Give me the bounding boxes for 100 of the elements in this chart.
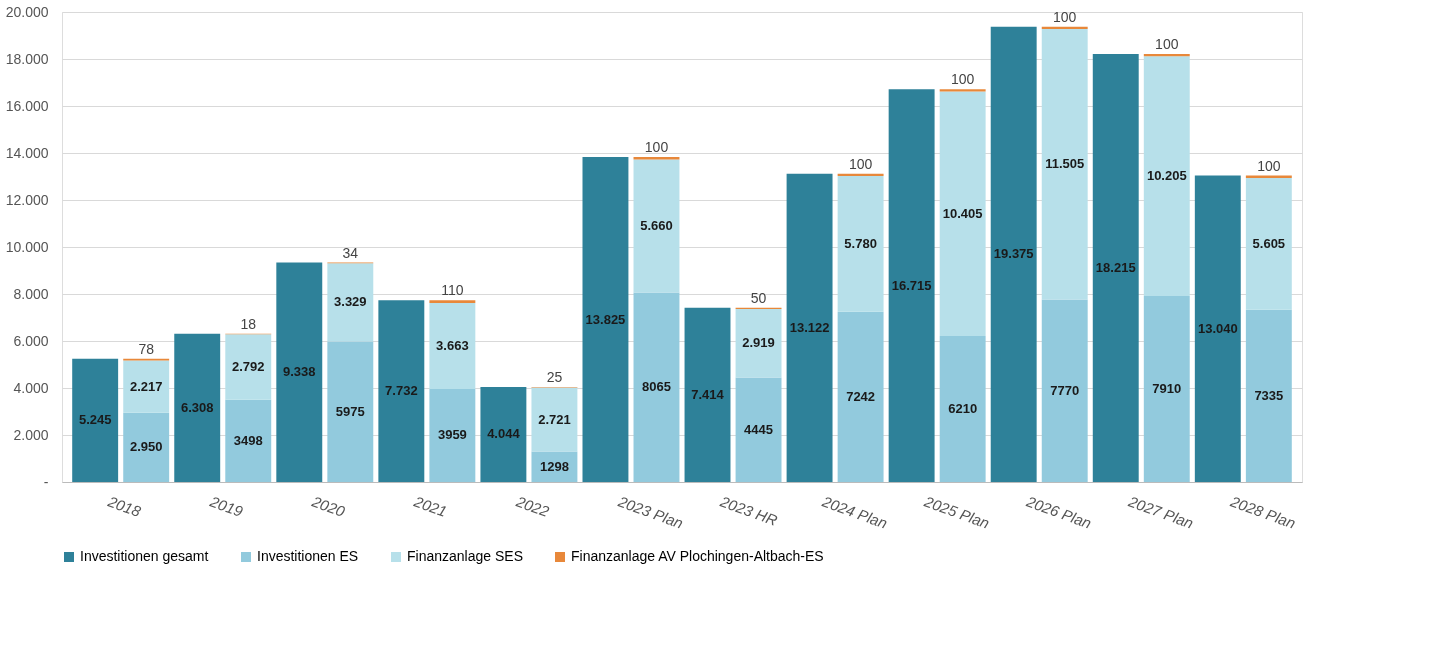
bar — [123, 360, 170, 413]
data-label: 5.780 — [844, 235, 877, 251]
bar — [1245, 177, 1292, 310]
x-tick-label: 2018 — [104, 492, 144, 521]
legend-label: Investitionen gesamt — [80, 548, 209, 564]
data-label: 13.040 — [1197, 320, 1238, 336]
bar — [582, 157, 629, 482]
data-label: 3959 — [437, 427, 467, 443]
bar — [480, 386, 527, 482]
data-label: 7770 — [1050, 382, 1080, 398]
bar — [1143, 296, 1190, 482]
x-tick-label: 2020 — [309, 492, 348, 521]
bar — [327, 263, 374, 342]
data-label: 6.308 — [180, 399, 214, 415]
bar — [939, 89, 986, 92]
bar — [939, 336, 986, 482]
data-label: 10.205 — [1146, 168, 1187, 184]
x-tick-label: 2027 Plan — [1125, 492, 1196, 532]
data-label: 9.338 — [283, 364, 316, 380]
bar — [429, 300, 476, 303]
y-tick-label: 6.000 — [13, 332, 49, 349]
bar — [786, 173, 833, 482]
data-label: 7.732 — [385, 383, 418, 399]
data-label: 13.122 — [789, 319, 830, 335]
bar — [888, 89, 935, 482]
data-label: 34 — [342, 244, 359, 261]
data-label: 4.044 — [487, 426, 521, 442]
data-label: 2.721 — [538, 411, 571, 427]
y-tick-label: 10.000 — [5, 238, 49, 255]
bar — [1041, 29, 1088, 300]
bar — [1041, 299, 1088, 482]
y-tick-label: 20.000 — [5, 3, 49, 20]
data-label: 50 — [750, 289, 767, 306]
data-label: 3.663 — [436, 337, 469, 353]
bar — [429, 388, 476, 482]
data-label: 7.414 — [691, 386, 725, 402]
bar — [837, 311, 884, 482]
y-tick-label: 14.000 — [5, 144, 49, 161]
bar — [735, 308, 782, 378]
data-label: 19.375 — [993, 246, 1034, 262]
bar — [684, 307, 731, 482]
bar — [939, 91, 986, 337]
data-label: 11.505 — [1045, 156, 1085, 172]
data-label: 18 — [240, 315, 257, 332]
data-label: 7335 — [1254, 387, 1284, 403]
data-label: 3498 — [233, 432, 263, 448]
bar — [633, 159, 680, 293]
data-label: 2.950 — [129, 439, 163, 455]
y-tick-label: 2.000 — [13, 426, 49, 443]
bar — [1143, 56, 1190, 297]
data-label: 1298 — [539, 458, 569, 474]
bar — [174, 333, 221, 482]
x-tick-label: 2026 Plan — [1023, 492, 1094, 532]
bar — [123, 412, 170, 482]
data-label: 100 — [1155, 35, 1179, 52]
x-tick-label: 2024 Plan — [819, 492, 890, 532]
data-label: 100 — [644, 139, 669, 156]
y-tick-label: 4.000 — [13, 379, 49, 396]
y-tick-label: - — [43, 473, 49, 490]
bar — [1194, 175, 1241, 482]
data-label: 2.217 — [129, 378, 163, 394]
data-label: 5.605 — [1252, 235, 1286, 251]
bar — [1092, 53, 1139, 482]
bar — [72, 358, 119, 482]
y-tick-label: 16.000 — [5, 97, 49, 114]
data-label: 7910 — [1152, 381, 1182, 397]
data-label: 6210 — [948, 401, 978, 417]
data-label: 110 — [441, 282, 464, 299]
bar — [378, 300, 425, 482]
x-tick-label: 2021 — [411, 492, 450, 521]
data-label: 2.919 — [742, 335, 775, 351]
bar — [633, 292, 680, 482]
data-label: 100 — [1053, 8, 1077, 25]
data-label: 3.329 — [334, 294, 367, 310]
data-label: 100 — [1257, 157, 1281, 174]
data-label: 8065 — [642, 379, 671, 395]
bar — [225, 399, 272, 482]
x-tick-label: 2023 Plan — [615, 492, 686, 532]
x-tick-label: 2023 HR — [717, 492, 780, 529]
data-label: 100 — [848, 155, 873, 172]
data-label: 16.715 — [891, 277, 932, 293]
bar — [276, 262, 323, 482]
legend-label: Finanzanlage AV Plochingen-Altbach-ES — [571, 548, 824, 564]
bar — [531, 387, 578, 452]
data-label: 5.660 — [640, 217, 673, 233]
data-label: 2.792 — [231, 358, 265, 374]
data-label: 4445 — [744, 421, 773, 437]
y-tick-label: 12.000 — [5, 191, 49, 208]
legend-label: Finanzanlage SES — [407, 548, 523, 564]
data-label: 5.245 — [78, 412, 112, 428]
data-label: 5975 — [335, 403, 365, 419]
data-label: 25 — [546, 368, 563, 385]
bar — [837, 175, 884, 312]
x-tick-label: 2019 — [206, 492, 246, 521]
bar — [429, 302, 476, 389]
y-tick-label: 18.000 — [5, 50, 49, 67]
bar — [735, 377, 782, 482]
data-label: 100 — [950, 71, 975, 88]
bar — [225, 334, 272, 400]
data-label: 18.215 — [1095, 259, 1136, 275]
